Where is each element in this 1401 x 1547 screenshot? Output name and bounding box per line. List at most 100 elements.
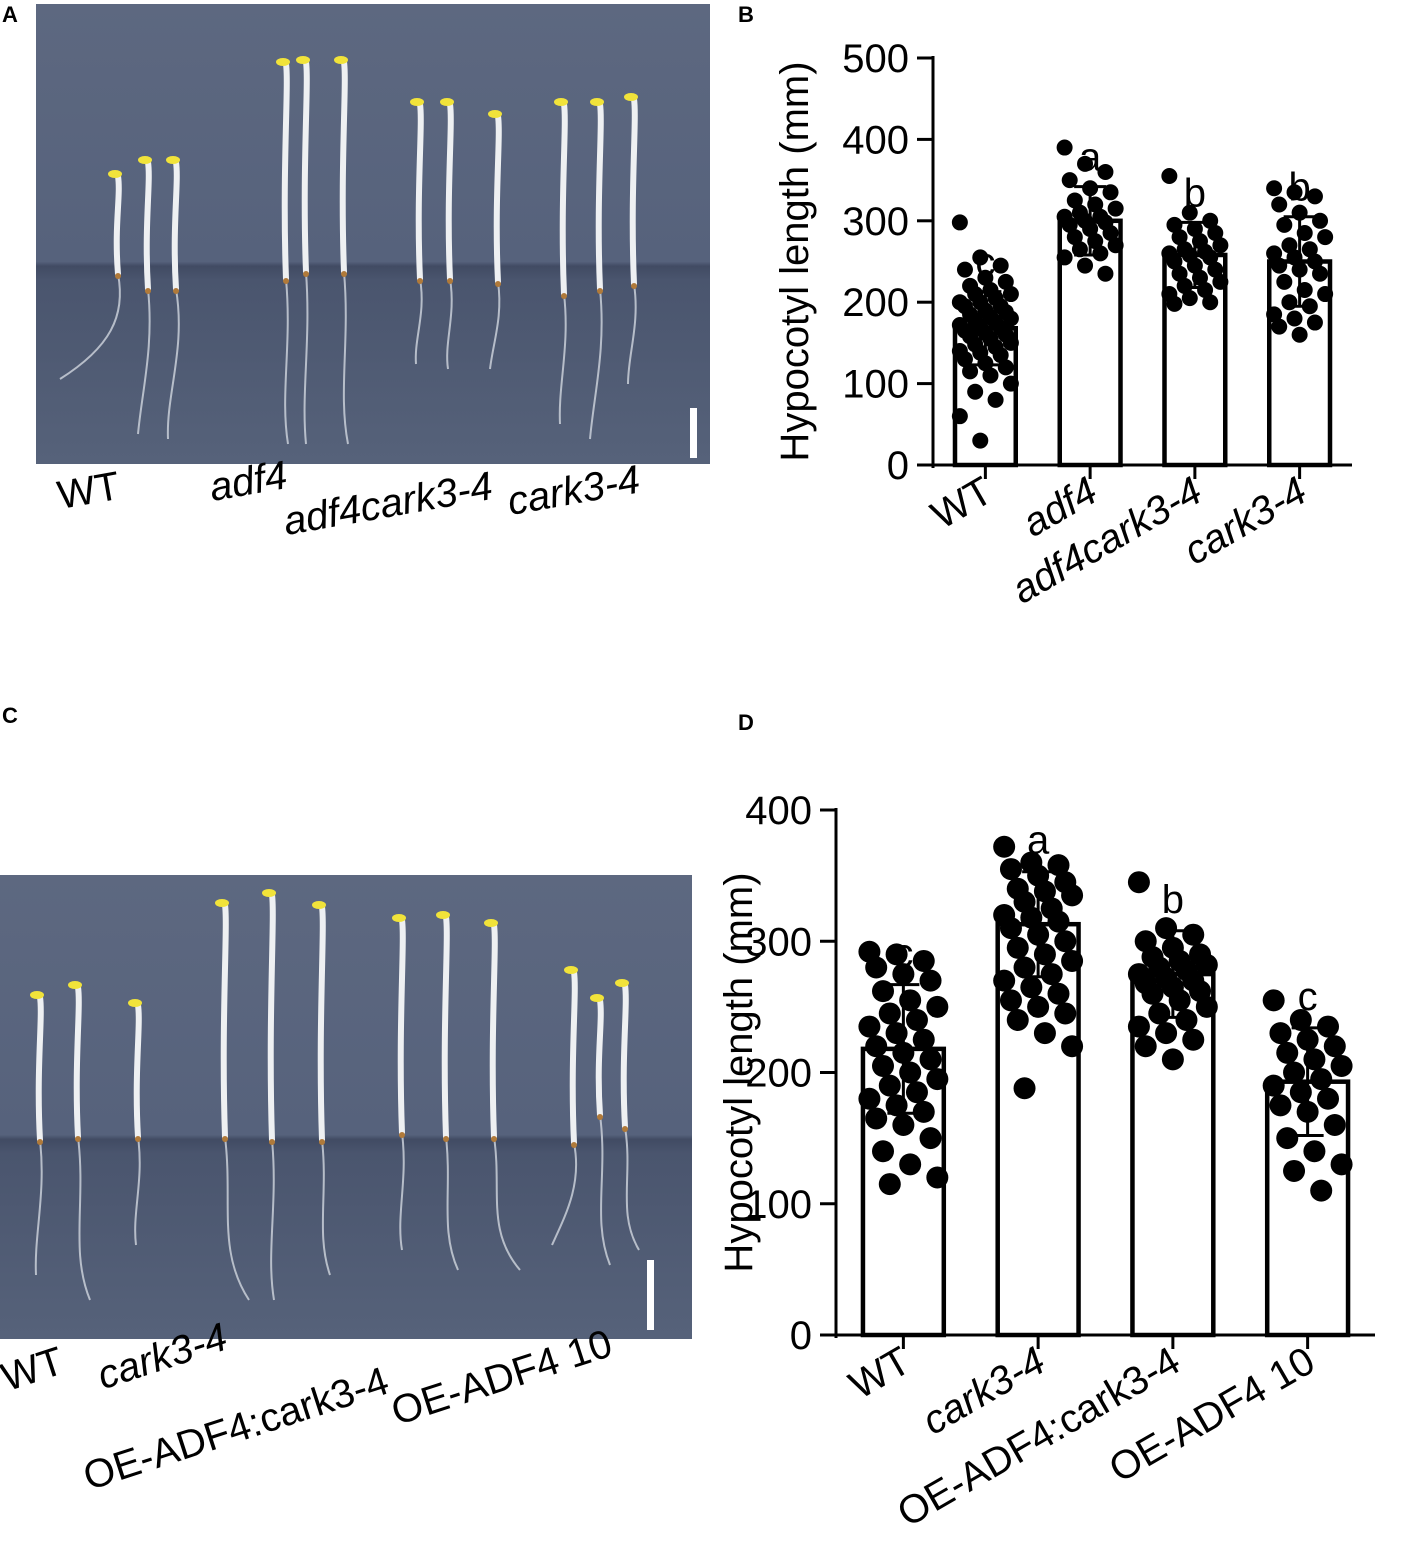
data-point bbox=[1141, 982, 1164, 1005]
data-point bbox=[865, 1107, 888, 1130]
y-tick-label: 300 bbox=[842, 200, 909, 244]
data-point bbox=[1013, 1077, 1036, 1100]
data-point bbox=[1266, 180, 1283, 197]
y-tick-label: 400 bbox=[745, 789, 812, 833]
data-point bbox=[1181, 290, 1198, 307]
y-tick-label: 0 bbox=[790, 1314, 812, 1358]
data-point bbox=[1155, 1022, 1178, 1045]
data-point bbox=[878, 1074, 901, 1097]
y-tick-label: 200 bbox=[745, 1052, 812, 1096]
data-point bbox=[1310, 1179, 1333, 1202]
seedling-photo-a bbox=[36, 4, 710, 464]
y-axis-label: Hypocotyl length (mm) bbox=[717, 872, 761, 1272]
data-point bbox=[1006, 1009, 1029, 1031]
data-point bbox=[987, 391, 1004, 408]
data-point bbox=[992, 347, 1009, 364]
data-point bbox=[1330, 1153, 1353, 1176]
data-point bbox=[1271, 257, 1288, 274]
data-point bbox=[1262, 989, 1285, 1012]
y-tick-label: 300 bbox=[745, 920, 812, 964]
data-point bbox=[1182, 1028, 1205, 1051]
data-point bbox=[993, 969, 1016, 992]
seedling bbox=[166, 156, 180, 440]
data-point bbox=[1171, 229, 1188, 246]
data-point bbox=[1092, 245, 1109, 262]
data-point bbox=[1056, 249, 1073, 266]
data-point bbox=[1207, 225, 1224, 242]
significance-letter: b bbox=[1289, 166, 1311, 210]
data-point bbox=[1061, 1035, 1084, 1058]
data-point bbox=[956, 261, 973, 278]
data-point bbox=[1323, 1035, 1346, 1058]
panel-letter-c: C bbox=[2, 703, 18, 728]
data-point bbox=[1097, 163, 1114, 180]
significance-letter: c bbox=[975, 241, 995, 285]
data-point bbox=[919, 1127, 942, 1150]
data-point bbox=[1002, 375, 1019, 392]
scale-bar bbox=[690, 408, 697, 458]
seedling bbox=[488, 110, 502, 370]
seedling bbox=[615, 979, 640, 1251]
data-point bbox=[1127, 1015, 1150, 1038]
seedling bbox=[215, 899, 250, 1301]
panel-letter-a: A bbox=[2, 2, 18, 27]
significance-letter: a bbox=[1027, 819, 1050, 863]
data-point bbox=[992, 257, 1009, 274]
seedling-photo-c bbox=[0, 875, 692, 1339]
data-point bbox=[972, 432, 989, 449]
data-point bbox=[1102, 184, 1119, 201]
data-point bbox=[1182, 923, 1205, 946]
seedling bbox=[30, 991, 44, 1276]
seedling bbox=[392, 914, 406, 1251]
data-point bbox=[1002, 334, 1019, 351]
data-point bbox=[967, 383, 984, 400]
data-point bbox=[1181, 204, 1198, 221]
seedling bbox=[484, 919, 521, 1271]
seedling bbox=[410, 98, 424, 365]
bar bbox=[1162, 252, 1228, 468]
data-point bbox=[1134, 1035, 1157, 1058]
data-point bbox=[926, 1166, 949, 1189]
data-point bbox=[1127, 871, 1150, 894]
data-point bbox=[1148, 1002, 1171, 1025]
x-category-label: WT bbox=[842, 1339, 918, 1408]
data-point bbox=[1312, 212, 1329, 229]
data-point bbox=[1166, 253, 1183, 270]
seedling bbox=[440, 98, 454, 370]
data-point bbox=[977, 269, 994, 286]
data-point bbox=[919, 969, 942, 992]
data-point bbox=[926, 1068, 949, 1091]
seedling bbox=[262, 889, 276, 1301]
data-point bbox=[1202, 212, 1219, 229]
significance-letter: c bbox=[1298, 975, 1318, 1019]
data-point bbox=[1020, 976, 1043, 999]
data-point bbox=[1166, 216, 1183, 233]
data-point bbox=[1006, 936, 1029, 959]
bar-chart-b: 0 100 200 300 400 500 Hypocotyl length (mm) c WT… bbox=[773, 37, 1352, 612]
data-point bbox=[1269, 1094, 1292, 1117]
y-tick-label: 400 bbox=[842, 118, 909, 162]
data-point bbox=[1071, 241, 1088, 258]
data-point bbox=[1202, 294, 1219, 311]
data-point bbox=[1077, 155, 1094, 172]
data-point bbox=[1061, 172, 1078, 189]
seedling bbox=[551, 966, 578, 1246]
data-point bbox=[1027, 995, 1050, 1018]
data-point bbox=[1310, 1068, 1333, 1091]
data-point bbox=[1166, 295, 1183, 312]
data-point bbox=[1061, 884, 1084, 907]
data-point bbox=[878, 1002, 901, 1025]
data-point bbox=[1262, 1074, 1285, 1097]
data-point bbox=[1286, 184, 1303, 201]
data-point bbox=[899, 1153, 922, 1176]
data-point bbox=[1212, 273, 1229, 290]
data-point bbox=[1306, 314, 1323, 331]
data-point bbox=[1316, 1015, 1339, 1038]
data-point bbox=[865, 956, 888, 979]
data-point bbox=[1271, 196, 1288, 213]
data-point bbox=[1323, 1114, 1346, 1136]
data-point bbox=[905, 1009, 928, 1031]
data-point bbox=[892, 1114, 915, 1136]
data-point bbox=[872, 1054, 895, 1077]
seedling bbox=[68, 981, 91, 1301]
